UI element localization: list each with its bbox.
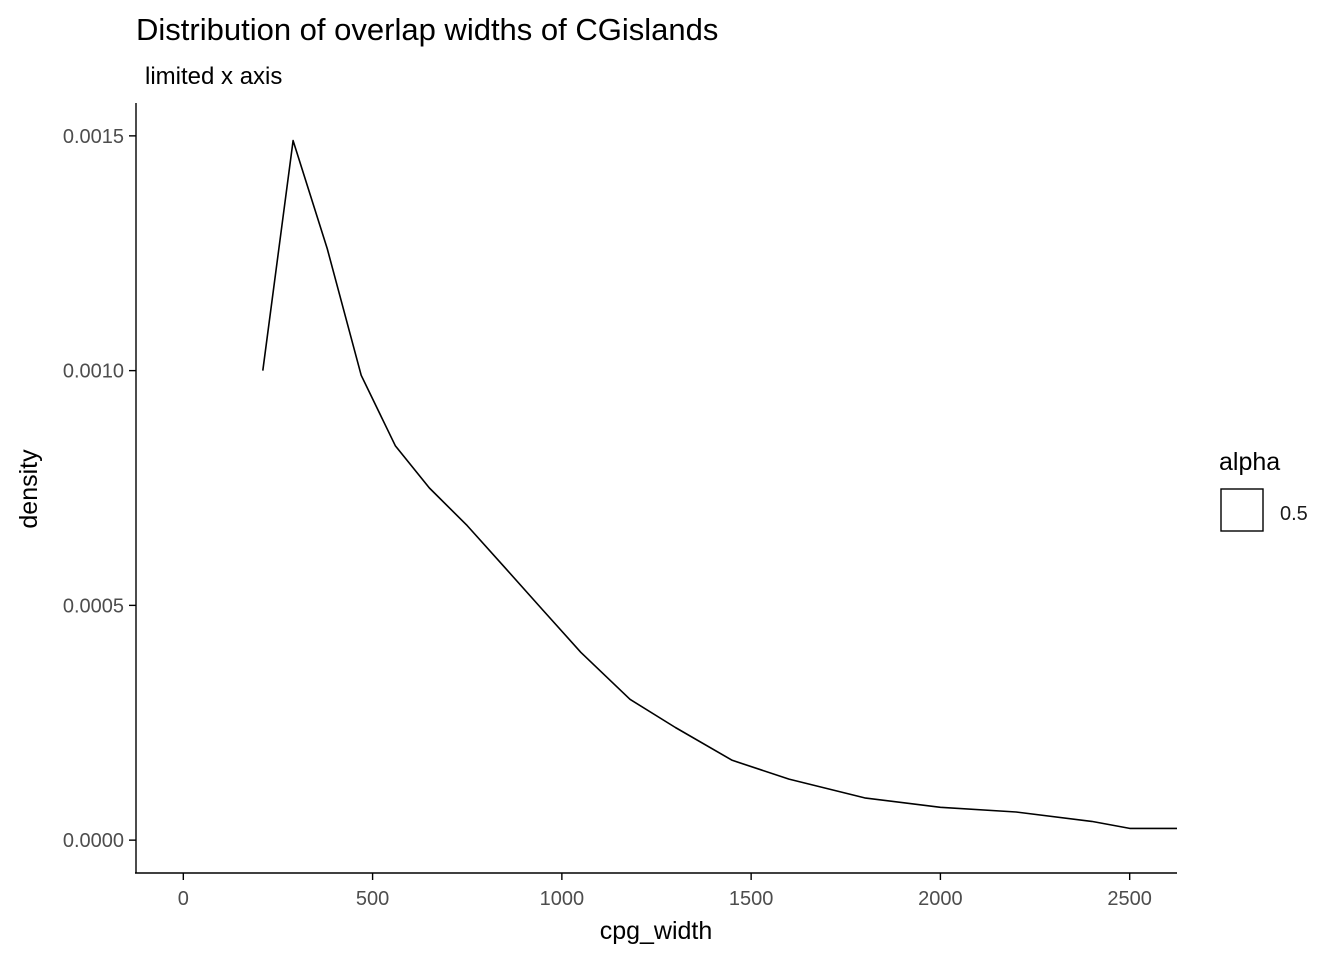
legend: alpha 0.5 [1219, 448, 1308, 532]
x-tick-label: 2000 [918, 888, 963, 910]
x-tick-label: 500 [356, 888, 389, 910]
x-tick-label: 2500 [1107, 888, 1152, 910]
x-axis-ticks: 0 500 1000 1500 2000 2500 [178, 873, 1152, 910]
x-tick-label: 1000 [540, 888, 585, 910]
legend-title: alpha [1219, 448, 1280, 476]
x-tick-label: 1500 [729, 888, 774, 910]
density-line-0 [262, 139, 1177, 830]
y-tick-label: 0.0010 [63, 361, 124, 383]
y-tick-label: 0.0000 [63, 830, 124, 852]
plot-area [262, 139, 1177, 830]
x-axis-title: cpg_width [600, 917, 713, 945]
y-axis-ticks: 0.0000 0.0005 0.0010 0.0015 [63, 126, 136, 852]
legend-label: 0.5 [1280, 503, 1308, 525]
y-axis-title: density [15, 449, 43, 529]
y-tick-label: 0.0015 [63, 126, 124, 148]
legend-key [1220, 488, 1264, 532]
x-tick-label: 0 [178, 888, 189, 910]
chart-subtitle: limited x axis [145, 63, 282, 90]
y-tick-label: 0.0005 [63, 595, 124, 617]
chart-title: Distribution of overlap widths of CGisla… [136, 12, 718, 47]
